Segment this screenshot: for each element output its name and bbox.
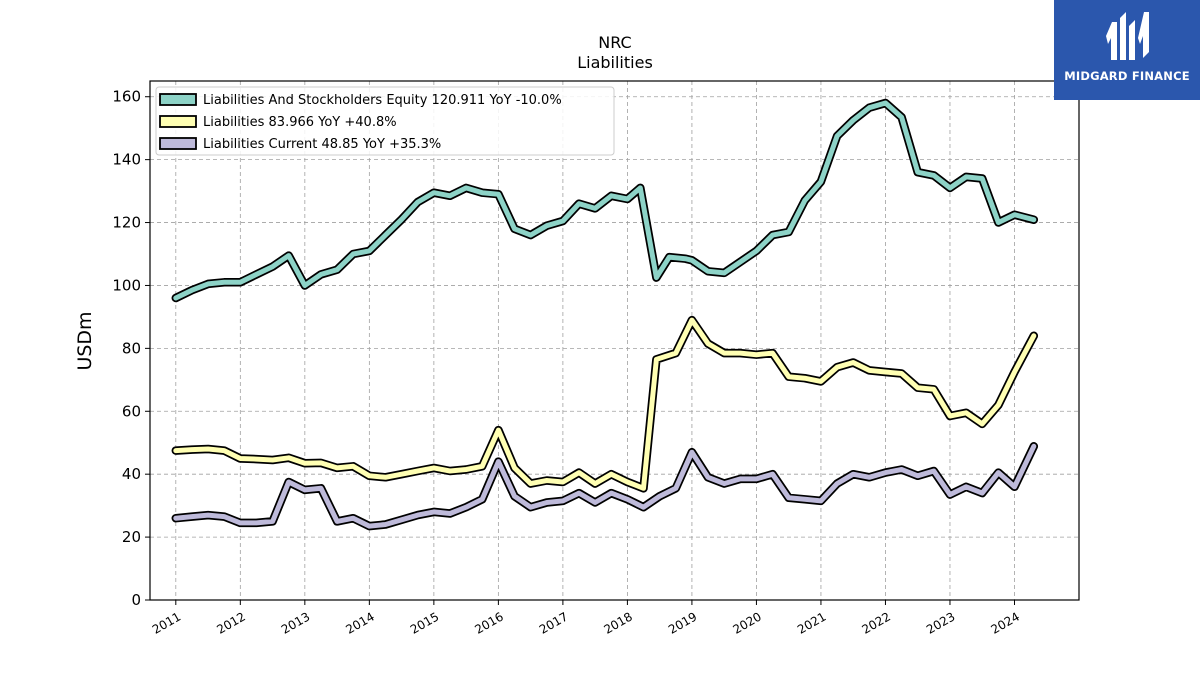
x-tick-label: 2021 xyxy=(795,609,828,636)
legend-box xyxy=(155,86,615,156)
legend-swatch xyxy=(159,93,197,106)
y-axis-ticks: 0 20 40 60 80 100 120 140 160 xyxy=(112,88,150,609)
y-tick-label: 120 xyxy=(112,214,141,232)
legend-label: Liabilities Current 48.85 YoY +35.3% xyxy=(203,137,441,152)
x-tick-label: 2016 xyxy=(472,609,505,636)
series-line xyxy=(173,317,1037,491)
legend: Liabilities And Stockholders Equity 120.… xyxy=(155,86,615,156)
legend-swatch xyxy=(159,137,197,150)
y-tick-label: 0 xyxy=(131,591,141,609)
y-tick-label: 100 xyxy=(112,276,141,294)
x-tick-label: 2014 xyxy=(343,609,376,636)
legend-label: Liabilities 83.966 YoY +40.8% xyxy=(203,115,397,130)
legend-label: Liabilities And Stockholders Equity 120.… xyxy=(203,93,562,108)
x-tick-label: 2013 xyxy=(279,609,312,636)
x-tick-label: 2023 xyxy=(924,609,957,636)
series-1 xyxy=(171,98,1039,303)
series-line xyxy=(173,443,1037,529)
series-line-outline xyxy=(171,442,1039,531)
x-tick-label: 2012 xyxy=(214,609,247,636)
plot-frame xyxy=(149,80,1080,601)
y-tick-label: 20 xyxy=(122,528,141,546)
x-tick-label: 2018 xyxy=(601,609,634,636)
x-tick-label: 2017 xyxy=(537,609,570,636)
series-2 xyxy=(171,315,1039,493)
x-tick-label: 2022 xyxy=(860,609,893,636)
logo-text: MIDGARD FINANCE xyxy=(1064,69,1190,83)
series-lines xyxy=(171,98,1039,531)
y-tick-label: 160 xyxy=(112,88,141,106)
series-3 xyxy=(171,442,1039,531)
x-tick-label: 2011 xyxy=(150,609,183,636)
x-tick-label: 2024 xyxy=(989,609,1022,636)
grid-lines xyxy=(150,81,1079,601)
y-tick-label: 140 xyxy=(112,151,141,169)
legend-swatch xyxy=(159,115,197,128)
x-tick-label: 2019 xyxy=(666,609,699,636)
x-tick-label: 2020 xyxy=(730,609,763,636)
y-tick-label: 60 xyxy=(122,402,141,420)
series-line xyxy=(173,100,1037,301)
logo-badge: MIDGARD FINANCE xyxy=(1054,0,1200,100)
chart-title: NRC xyxy=(598,33,631,52)
x-tick-label: 2015 xyxy=(408,609,441,636)
chart-subtitle: Liabilities xyxy=(577,53,653,72)
y-tick-label: 80 xyxy=(122,339,141,357)
y-axis-label: USDm xyxy=(74,311,96,370)
x-axis-ticks: 2011 2012 2013 2014 2015 2016 2017 2018 2019 2020… xyxy=(150,600,1022,637)
y-tick-label: 40 xyxy=(122,465,141,483)
midgard-m-logo-icon xyxy=(1106,12,1149,60)
